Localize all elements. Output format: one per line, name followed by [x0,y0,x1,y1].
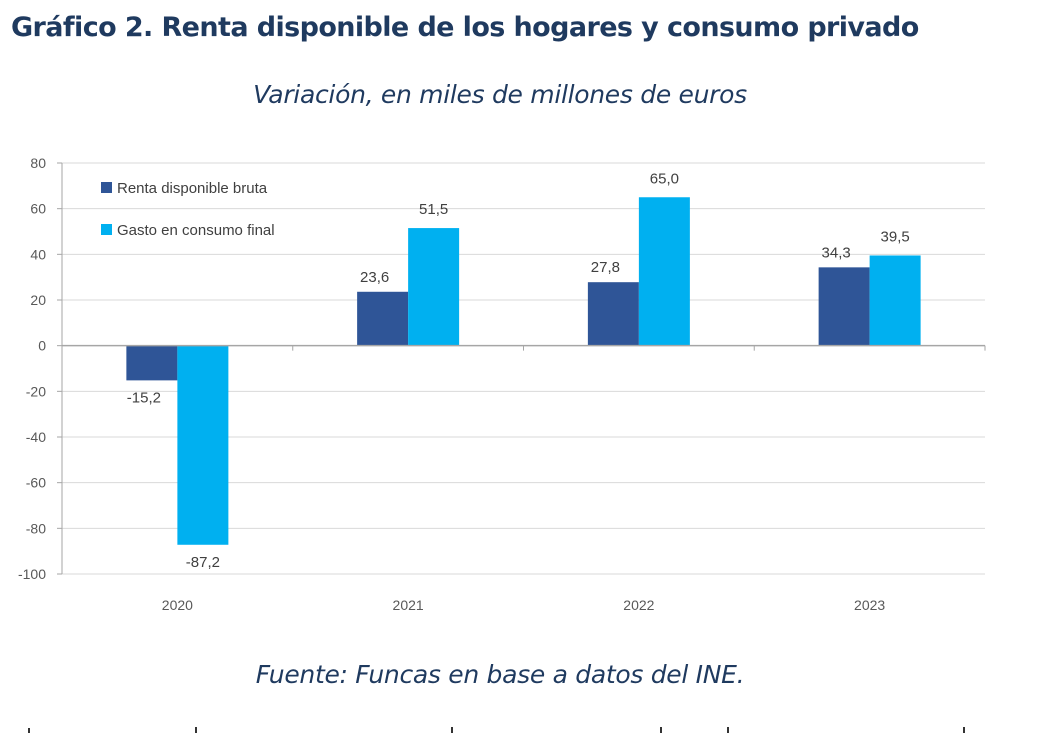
bar-gasto-2021 [408,228,460,346]
y-tick-label: 80 [30,155,46,171]
legend-item-renta: Renta disponible bruta [101,180,268,197]
data-label: 27,8 [591,259,620,276]
y-tick-label: 60 [30,201,46,217]
data-label: -15,2 [127,389,161,406]
bar-renta-2023 [818,267,870,346]
bar-renta-2021 [357,291,409,346]
bar-gasto-2022 [638,197,690,346]
y-tick-label: -80 [26,520,46,536]
y-tick-label: -40 [26,429,46,445]
data-label: 39,5 [881,228,910,245]
legend: Renta disponible bruta Gasto en consumo f… [101,180,275,239]
data-label: 51,5 [419,201,448,218]
x-tick-label: 2020 [162,597,193,613]
legend-label: Gasto en consumo final [117,222,275,239]
bars [126,197,921,545]
data-labels: -15,2 -87,2 23,6 51,5 27,8 65,0 34,3 39,5 [127,170,910,571]
cut-off-text-line [28,727,965,733]
x-tick-label: 2023 [854,597,885,613]
bar-gasto-2023 [869,255,921,346]
y-tick-label: -20 [26,383,46,399]
data-label: 34,3 [822,244,851,261]
bar-renta-2022 [587,282,639,346]
legend-swatch [101,224,112,235]
y-tick-label: 20 [30,292,46,308]
y-tick-label: 0 [38,338,46,354]
chart-title: Gráfico 2. Renta disponible de los hogar… [11,12,919,43]
y-axis-ticks: 80 60 40 20 0 -20 -40 -60 -80 -100 [18,155,63,582]
data-label: 23,6 [360,269,389,286]
chart-source: Fuente: Funcas en base a datos del INE. [255,660,745,689]
x-axis-ticks: 2020 2021 2022 2023 [62,344,986,613]
legend-label: Renta disponible bruta [117,180,268,197]
legend-item-gasto: Gasto en consumo final [101,222,275,239]
y-tick-label: -100 [18,566,46,582]
y-tick-label: -60 [26,475,46,491]
data-label: 65,0 [650,170,679,187]
x-tick-label: 2022 [623,597,654,613]
bar-gasto-2020 [177,345,229,545]
x-tick-label: 2021 [393,597,424,613]
chart-subtitle: Variación, en miles de millones de euros [253,80,747,109]
legend-swatch [101,182,112,193]
bar-renta-2020 [126,345,178,381]
data-label: -87,2 [186,554,220,571]
y-tick-label: 40 [30,246,46,262]
bar-chart: 80 60 40 20 0 -20 -40 -60 -80 -100 -15,2 -87,2 23,6… [18,155,986,613]
